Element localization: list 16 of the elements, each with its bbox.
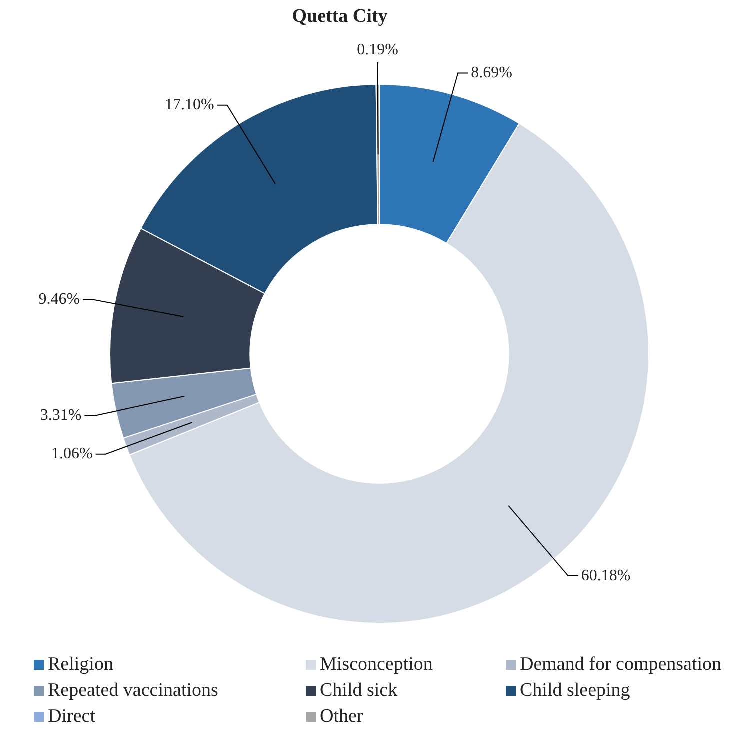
- legend-label: Misconception: [320, 654, 433, 676]
- legend-label: Other: [320, 706, 364, 728]
- legend-label: Child sleeping: [520, 680, 630, 702]
- legend-label: Demand for compensation: [520, 654, 722, 676]
- data-label: 0.19%: [357, 42, 398, 59]
- chart-title: Quetta City: [291, 6, 389, 28]
- data-label: 3.31%: [40, 407, 82, 424]
- data-label: 9.46%: [38, 290, 80, 308]
- data-label: 1.06%: [51, 446, 93, 463]
- legend-label: Repeated vaccinations: [48, 680, 218, 702]
- legend-label: Child sick: [320, 680, 398, 702]
- legend-label: Religion: [48, 654, 114, 676]
- data-label: 60.18%: [581, 567, 631, 584]
- data-label: 17.10%: [165, 96, 214, 114]
- data-label: 8.69%: [471, 64, 512, 82]
- legend-label: Direct: [48, 706, 96, 728]
